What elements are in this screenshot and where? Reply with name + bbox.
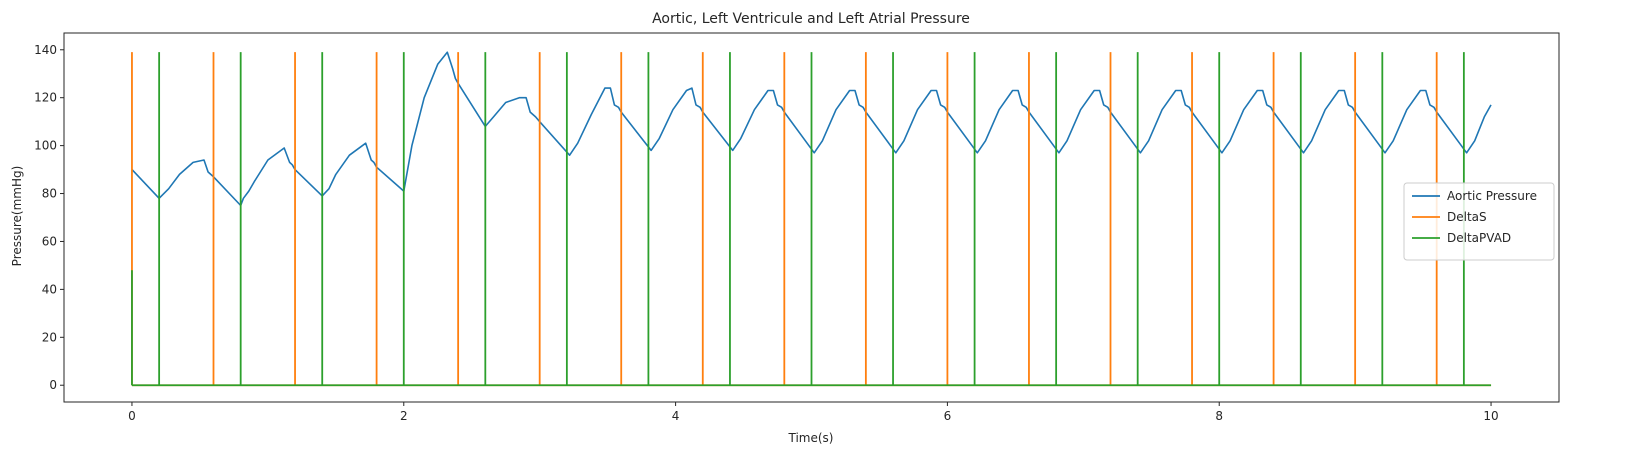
x-tick-label: 4 <box>672 409 680 423</box>
legend-label: DeltaS <box>1447 210 1487 224</box>
series-layer <box>131 51 1492 387</box>
y-tick-label: 40 <box>42 282 57 296</box>
legend-label: DeltaPVAD <box>1447 231 1511 245</box>
x-tick-label: 8 <box>1215 409 1223 423</box>
legend-label: Aortic Pressure <box>1447 189 1537 203</box>
x-tick-label: 10 <box>1483 409 1498 423</box>
y-tick-label: 20 <box>42 330 57 344</box>
series-line <box>131 51 1492 207</box>
y-axis: 0 20 40 60 80 100 120 140 <box>34 43 64 392</box>
plot-area <box>63 32 1560 403</box>
legend: Aortic Pressure DeltaS DeltaPVAD <box>1403 182 1555 261</box>
plot-frame <box>63 32 1560 403</box>
y-tick-label: 0 <box>49 378 57 392</box>
y-tick-label: 60 <box>42 234 57 248</box>
y-tick-label: 120 <box>34 91 57 105</box>
series-aortic-pressure <box>131 51 1492 207</box>
x-tick-label: 2 <box>400 409 408 423</box>
x-axis-label: Time(s) <box>788 431 834 445</box>
y-tick-label: 100 <box>34 139 57 153</box>
legend-box <box>1403 182 1555 261</box>
y-axis-label: Pressure(mmHg) <box>10 166 24 267</box>
x-tick-label: 0 <box>128 409 136 423</box>
chart-title: Aortic, Left Ventricule and Left Atrial … <box>652 11 970 27</box>
y-tick-label: 80 <box>42 187 57 201</box>
x-tick-label: 6 <box>944 409 952 423</box>
series-deltapvad <box>131 52 1492 387</box>
x-axis: 0 2 4 6 8 10 <box>128 402 1499 423</box>
y-tick-label: 140 <box>34 43 57 57</box>
